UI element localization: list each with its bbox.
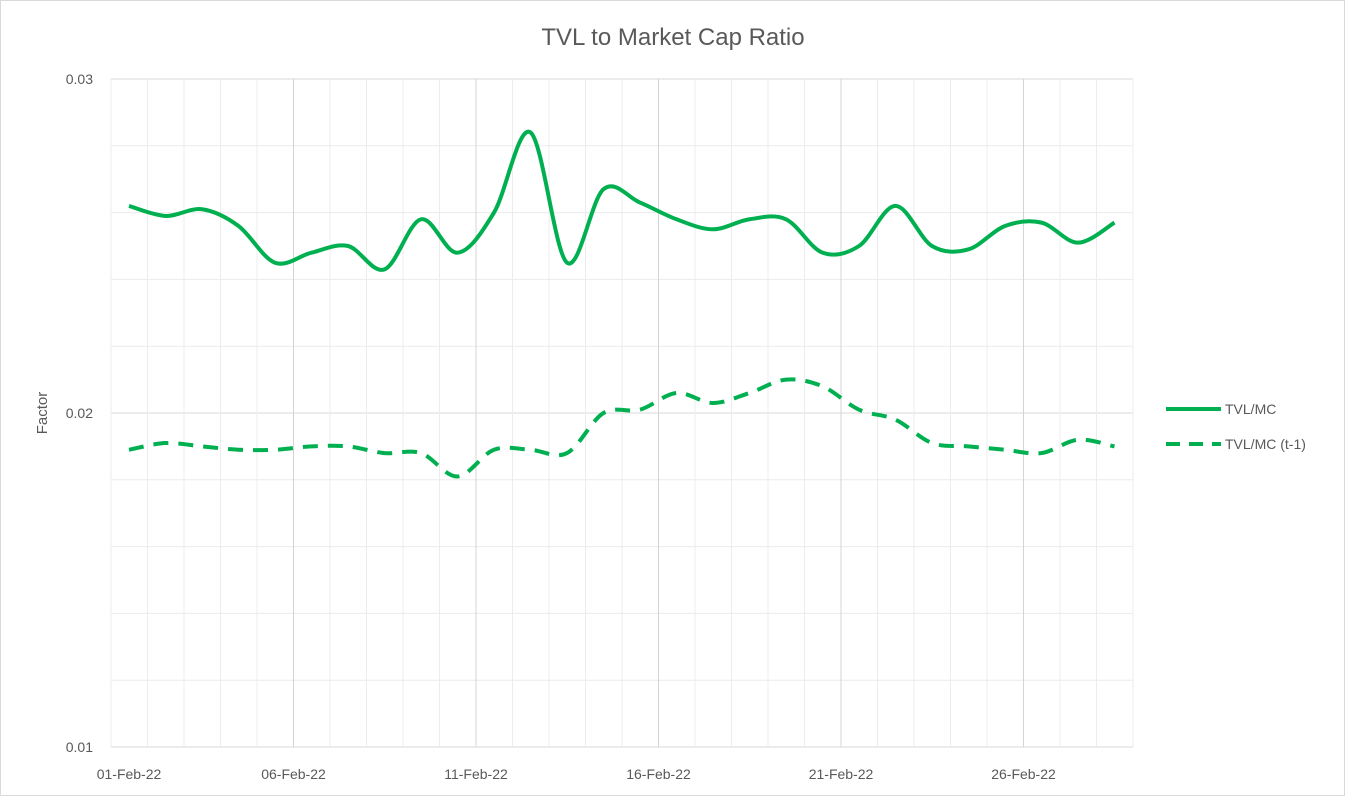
x-tick-label: 26-Feb-22 <box>991 766 1056 782</box>
x-tick-labels: 01-Feb-22 06-Feb-22 11-Feb-22 16-Feb-22 21-F… <box>97 766 1056 782</box>
y-tick-label: 0.02 <box>66 405 93 421</box>
y-axis-title: Factor <box>34 392 51 435</box>
series-lines <box>128 129 1116 479</box>
x-tick-label: 11-Feb-22 <box>444 766 508 782</box>
x-tick-label: 01-Feb-22 <box>97 766 162 782</box>
legend: TVL/MC TVL/MC (t-1) <box>1166 401 1306 452</box>
y-tick-label: 0.03 <box>66 71 93 87</box>
x-tick-label: 06-Feb-22 <box>261 766 326 782</box>
legend-label-tvl-mc-t-1: TVL/MC (t-1) <box>1225 436 1306 452</box>
legend-label-tvl-mc: TVL/MC <box>1225 401 1276 417</box>
gridlines <box>110 78 1134 748</box>
series-line-tvl-mc-t-1 <box>128 377 1115 479</box>
y-tick-labels: 0.01 0.02 0.03 <box>66 71 93 755</box>
x-tick-label: 21-Feb-22 <box>809 766 874 782</box>
x-tick-label: 16-Feb-22 <box>626 766 691 782</box>
y-tick-label: 0.01 <box>66 739 93 755</box>
chart-title: TVL to Market Cap Ratio <box>541 24 804 51</box>
